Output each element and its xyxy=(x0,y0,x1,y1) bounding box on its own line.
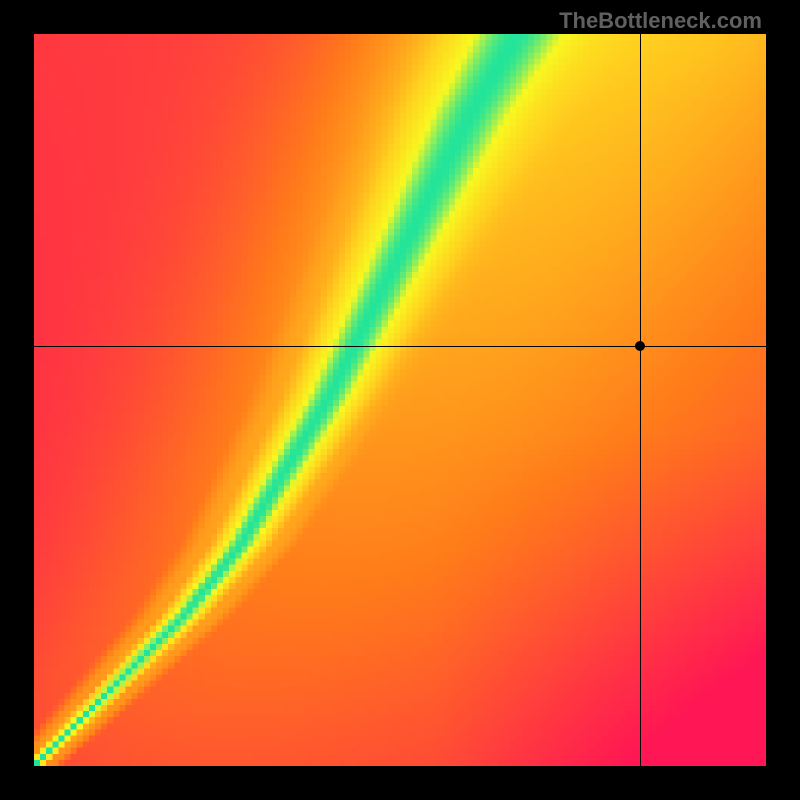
watermark-text: TheBottleneck.com xyxy=(559,8,762,34)
heatmap-canvas xyxy=(34,34,766,766)
crosshair-point xyxy=(635,341,645,351)
heatmap-plot xyxy=(34,34,766,766)
crosshair-vertical xyxy=(640,34,641,766)
crosshair-horizontal xyxy=(34,346,766,347)
